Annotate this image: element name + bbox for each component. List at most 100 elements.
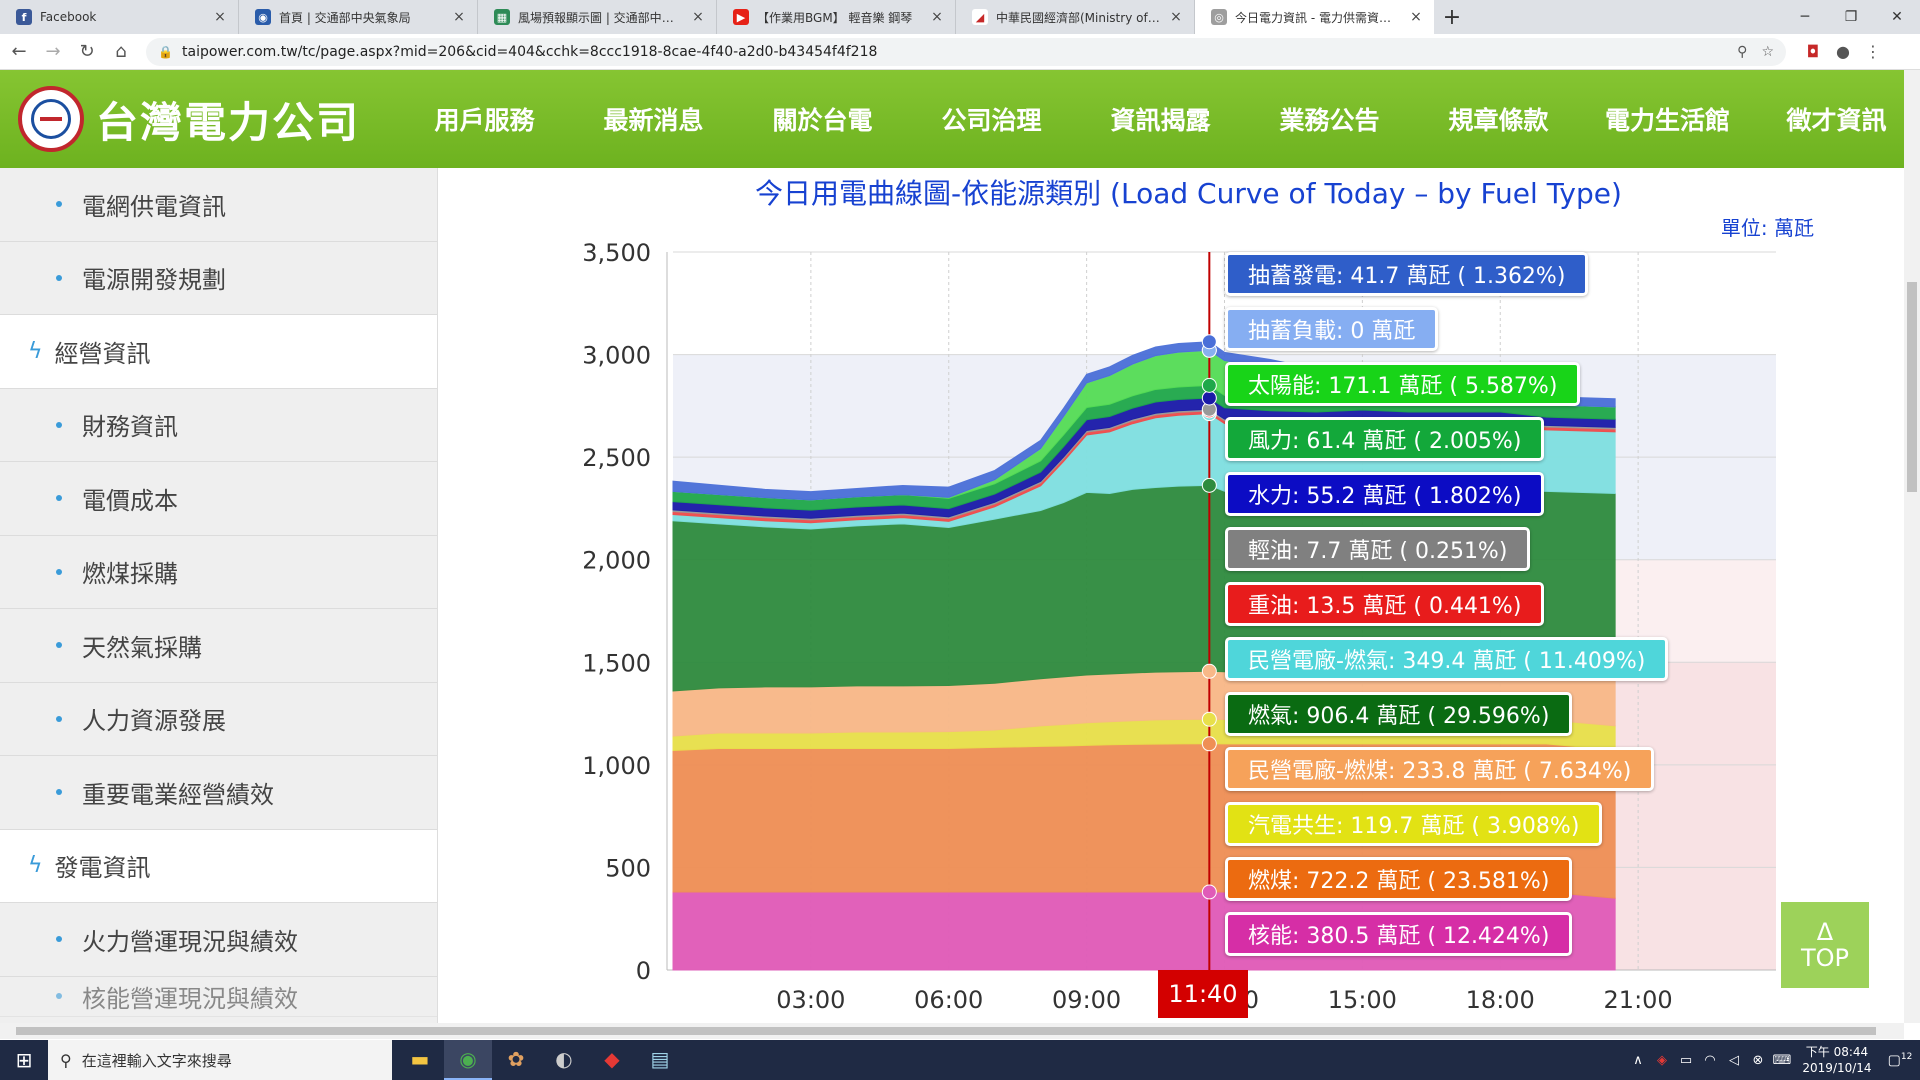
sidebar-label: 燃煤採購: [82, 560, 178, 589]
x-tick-label: 21:00: [1604, 986, 1673, 1014]
close-window-button[interactable]: ✕: [1891, 9, 1903, 25]
forward-icon[interactable]: →: [45, 41, 61, 62]
sidebar-item[interactable]: 電價成本: [0, 462, 437, 536]
tab-favicon-icon: ◢: [972, 9, 988, 25]
nav-item[interactable]: 用戶服務: [434, 106, 535, 135]
bullet-dot-icon: [56, 642, 62, 649]
site-logo[interactable]: 台灣電力公司: [18, 86, 360, 152]
horizontal-scroll-thumb[interactable]: [16, 1027, 1876, 1035]
notification-center-icon[interactable]: ▢12: [1887, 1051, 1913, 1069]
nav-item[interactable]: 資訊揭露: [1076, 70, 1245, 186]
sidebar-item[interactable]: 核能營運現況與績效: [0, 976, 437, 1017]
nav-item[interactable]: 公司治理: [941, 106, 1042, 135]
taskbar-search-input[interactable]: ⚲ 在這裡輸入文字來搜尋: [48, 1040, 392, 1080]
sidebar-item[interactable]: 財務資訊: [0, 388, 437, 462]
browser-tab-bar: f Facebook × ◉ 首頁 | 交通部中央氣象局 × ▦ 風場預報顯示圖 | 交通部中…: [0, 0, 1920, 34]
taskbar-clock[interactable]: 下午 08:44 2019/10/14: [1794, 1044, 1880, 1076]
y-tick-label: 1,000: [582, 752, 651, 780]
bookmark-star-icon[interactable]: ☆: [1761, 43, 1774, 60]
sidebar-label: 發電資訊: [54, 854, 151, 883]
browser-tab[interactable]: ◢ 中華民國經濟部(Ministry of Economic Affairs) ×: [956, 0, 1195, 34]
vertical-scrollbar[interactable]: [1904, 70, 1920, 1023]
clock-time: 下午 08:44: [1805, 1045, 1869, 1059]
sidebar-group[interactable]: ϟ 發電資訊: [0, 829, 437, 903]
windows-taskbar: ⊞ ⚲ 在這裡輸入文字來搜尋 ▬ ◉ ✿ ◐ ◆ ▤ ∧ ◈ ▭ ◠ ◁ ⊗ ⌨…: [0, 1040, 1920, 1080]
tab-close-icon[interactable]: ×: [692, 9, 704, 25]
sidebar-group[interactable]: ϟ 經營資訊: [0, 315, 437, 389]
new-tab-button[interactable]: +: [1442, 4, 1462, 30]
tab-title: Facebook: [40, 10, 97, 24]
windows-start-icon[interactable]: ⊞: [15, 1048, 33, 1072]
horizontal-scrollbar[interactable]: [0, 1023, 1904, 1039]
sidebar-item[interactable]: 電網供電資訊: [0, 168, 437, 242]
chrome-icon[interactable]: ◉: [444, 1040, 492, 1080]
x-tick-label: 18:00: [1466, 986, 1535, 1014]
tray-chevron-icon[interactable]: ∧: [1633, 1052, 1643, 1068]
tray-wifi-icon[interactable]: ◠: [1704, 1052, 1716, 1068]
y-tick-label: 2,500: [582, 444, 651, 472]
app-icon-2[interactable]: ◐: [555, 1047, 573, 1071]
tray-keyboard-icon[interactable]: ⌨: [1772, 1052, 1792, 1068]
tab-close-icon[interactable]: ×: [931, 9, 943, 25]
nav-item[interactable]: 電力生活館: [1604, 106, 1730, 135]
lightning-icon: ϟ: [28, 853, 43, 879]
tab-list: f Facebook × ◉ 首頁 | 交通部中央氣象局 × ▦ 風場預報顯示圖 | 交通部中…: [0, 0, 1434, 34]
vertical-scroll-thumb[interactable]: [1907, 282, 1917, 492]
sidebar-item[interactable]: 燃煤採購: [0, 535, 437, 609]
app-icon-3[interactable]: ◆: [604, 1047, 620, 1071]
back-icon[interactable]: ←: [11, 41, 27, 62]
tray-shield-icon[interactable]: ◈: [1657, 1052, 1667, 1068]
zoom-icon[interactable]: ⚲: [1737, 43, 1748, 60]
browser-tab[interactable]: f Facebook ×: [0, 0, 239, 34]
series-tooltip: 燃氣: 906.4 萬瓩 ( 29.596%): [1225, 692, 1573, 736]
browser-tab[interactable]: ◉ 首頁 | 交通部中央氣象局 ×: [239, 0, 478, 34]
load-curve-chart: 0 500 1,000 1,500 2,000 2,500 3,000 3,500 03:00 0…: [582, 239, 1776, 1014]
tab-favicon-icon: ◎: [1211, 9, 1227, 25]
y-tick-label: 3,500: [582, 239, 651, 267]
series-tooltip: 抽蓄發電: 41.7 萬瓩 ( 1.362%): [1225, 252, 1589, 296]
tray-battery-icon[interactable]: ▭: [1679, 1052, 1693, 1068]
series-tooltip: 抽蓄負載: 0 萬瓩: [1225, 307, 1439, 351]
app-icon-4[interactable]: ▤: [650, 1047, 670, 1071]
sidebar-item[interactable]: 人力資源發展: [0, 682, 437, 756]
tab-close-icon[interactable]: ×: [453, 9, 465, 25]
maximize-button[interactable]: ❐: [1844, 9, 1858, 25]
notification-count: 12: [1900, 1051, 1913, 1062]
browser-tab[interactable]: ▶ 【作業用BGM】 輕音樂 鋼琴 ×: [717, 0, 956, 34]
bullet-dot-icon: [56, 715, 62, 722]
tab-close-icon[interactable]: ×: [1170, 9, 1182, 25]
sidebar-item[interactable]: 火力營運現況與績效: [0, 903, 437, 977]
profile-icon[interactable]: ●: [1836, 42, 1850, 61]
file-explorer-icon[interactable]: ▬: [410, 1047, 430, 1071]
minimize-button[interactable]: ─: [1800, 9, 1810, 25]
reload-icon[interactable]: ↻: [79, 41, 95, 62]
app-icon-1[interactable]: ✿: [507, 1047, 525, 1071]
lock-icon: 🔒: [158, 44, 173, 59]
tab-close-icon[interactable]: ×: [214, 9, 226, 25]
series-tooltip: 核能: 380.5 萬瓩 ( 12.424%): [1225, 912, 1573, 956]
browser-tab[interactable]: ◎ 今日電力資訊 - 電力供需資訊 - 台灣電力公司 ×: [1195, 0, 1434, 34]
nav-item[interactable]: 關於台電: [772, 106, 873, 135]
nav-item[interactable]: 徵才資訊: [1786, 106, 1887, 135]
sidebar-label: 天然氣採購: [82, 633, 202, 662]
tray-app-icon[interactable]: ⊗: [1752, 1052, 1764, 1068]
browser-tab[interactable]: ▦ 風場預報顯示圖 | 交通部中央氣象局 ×: [478, 0, 717, 34]
extension-icon[interactable]: ◘: [1806, 42, 1820, 61]
back-to-top-button[interactable]: Δ TOP: [1781, 902, 1869, 988]
bullet-dot-icon: [56, 993, 62, 999]
url-input[interactable]: 🔒 taipower.com.tw/tc/page.aspx?mid=206&c…: [146, 37, 1786, 66]
chart-panel: 0 500 1,000 1,500 2,000 2,500 3,000 3,500 03:00 0…: [473, 168, 1904, 1023]
sidebar-item[interactable]: 天然氣採購: [0, 609, 437, 683]
nav-item[interactable]: 規章條款: [1448, 106, 1549, 135]
menu-kebab-icon[interactable]: ⋮: [1865, 42, 1881, 61]
bullet-dot-icon: [56, 495, 62, 502]
tab-title: 中華民國經濟部(Ministry of Economic Affairs): [996, 10, 1162, 25]
sidebar-item[interactable]: 重要電業經營績效: [0, 756, 437, 830]
address-bar: ← → ↻ ⌂ 🔒 taipower.com.tw/tc/page.aspx?m…: [0, 34, 1920, 70]
home-icon[interactable]: ⌂: [115, 41, 127, 62]
sidebar-item[interactable]: 電源開發規劃: [0, 241, 437, 315]
tray-volume-icon[interactable]: ◁: [1729, 1052, 1739, 1068]
nav-item[interactable]: 最新消息: [603, 106, 704, 135]
nav-item[interactable]: 業務公告: [1279, 106, 1380, 135]
tab-close-icon[interactable]: ×: [1410, 9, 1422, 25]
